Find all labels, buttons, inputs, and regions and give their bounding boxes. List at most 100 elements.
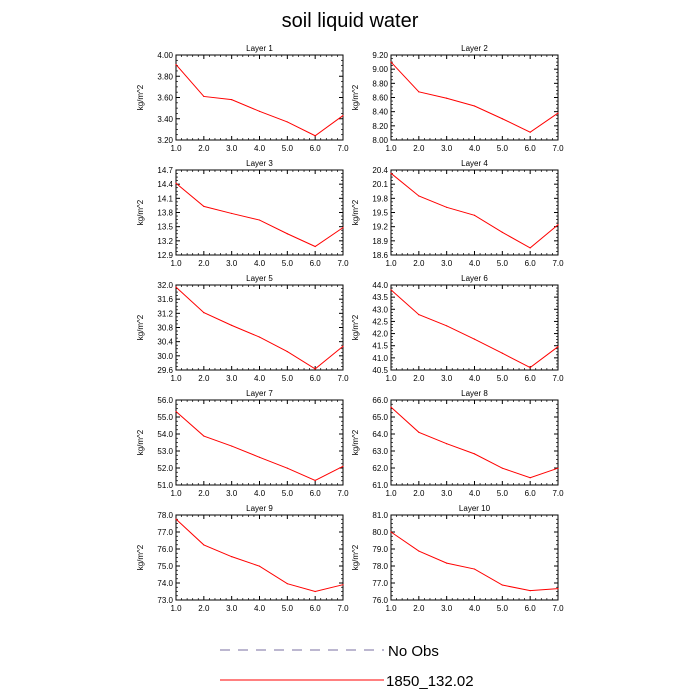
panel-title: Layer 7 bbox=[246, 389, 273, 398]
data-point bbox=[390, 531, 392, 533]
x-tick-label: 5.0 bbox=[497, 259, 509, 268]
y-tick-label: 29.6 bbox=[157, 366, 173, 375]
data-point bbox=[175, 182, 177, 184]
plot-frame bbox=[175, 284, 344, 371]
data-point bbox=[529, 590, 531, 592]
x-tick-label: 3.0 bbox=[226, 489, 238, 498]
panel-title: Layer 5 bbox=[246, 274, 273, 283]
data-point bbox=[314, 368, 316, 370]
data-point bbox=[258, 110, 261, 112]
x-tick-label: 2.0 bbox=[413, 144, 425, 153]
series-line bbox=[390, 61, 559, 133]
y-tick-label: 73.0 bbox=[157, 596, 173, 605]
legend: No Obs 1850_132.02 bbox=[220, 643, 474, 690]
data-point bbox=[175, 63, 177, 66]
plot-frame bbox=[390, 54, 559, 141]
x-tick-label: 4.0 bbox=[469, 489, 481, 498]
y-tick-label: 31.6 bbox=[157, 295, 173, 304]
y-tick-label: 76.0 bbox=[157, 545, 173, 554]
x-tick-label: 6.0 bbox=[525, 489, 537, 498]
plot-frame bbox=[390, 399, 559, 486]
y-tick-label: 13.5 bbox=[157, 223, 173, 232]
series-line bbox=[390, 531, 559, 592]
data-point bbox=[418, 550, 420, 552]
x-tick-label: 5.0 bbox=[282, 489, 294, 498]
y-axis-label: kg/m^2 bbox=[136, 314, 145, 340]
y-tick-label: 78.0 bbox=[372, 562, 388, 571]
data-point bbox=[203, 95, 205, 98]
y-tick-label: 3.20 bbox=[157, 136, 173, 145]
data-point bbox=[446, 97, 448, 99]
data-point bbox=[390, 289, 392, 291]
y-tick-label: 54.0 bbox=[157, 430, 173, 439]
y-tick-label: 53.0 bbox=[157, 447, 173, 456]
data-point bbox=[342, 227, 344, 229]
data-point bbox=[473, 214, 476, 216]
x-tick-label: 5.0 bbox=[282, 259, 294, 268]
y-tick-label: 30.0 bbox=[157, 352, 173, 361]
y-tick-label: 8.40 bbox=[372, 108, 388, 117]
x-tick-label: 2.0 bbox=[198, 604, 210, 613]
x-tick-label: 7.0 bbox=[552, 259, 564, 268]
y-tick-label: 41.5 bbox=[372, 342, 388, 351]
y-tick-label: 30.8 bbox=[157, 324, 173, 333]
x-tick-label: 4.0 bbox=[254, 144, 266, 153]
y-tick-label: 20.4 bbox=[372, 166, 388, 175]
data-point bbox=[203, 312, 205, 314]
x-tick-label: 7.0 bbox=[552, 144, 564, 153]
data-point bbox=[473, 338, 476, 340]
data-point bbox=[342, 114, 344, 117]
y-axis-label: kg/m^2 bbox=[136, 429, 145, 455]
y-tick-label: 65.0 bbox=[372, 413, 388, 422]
data-point bbox=[175, 518, 177, 520]
chart-panel-1: Layer 1 kg/m^2 1.0 2.0 3.0 4.0 5.0 6.0 7.0 3.20 3.… bbox=[136, 44, 349, 153]
data-point bbox=[473, 453, 476, 455]
x-tick-label: 1.0 bbox=[385, 374, 397, 383]
x-tick-label: 3.0 bbox=[441, 604, 453, 613]
x-tick-label: 4.0 bbox=[254, 259, 266, 268]
x-tick-label: 7.0 bbox=[337, 374, 349, 383]
chart-panel-3: Layer 3 kg/m^2 1.0 2.0 3.0 4.0 5.0 6.0 7.0 12.9 13… bbox=[136, 159, 349, 268]
x-tick-label: 2.0 bbox=[413, 489, 425, 498]
x-tick-label: 6.0 bbox=[525, 259, 537, 268]
chart-panel-4: Layer 4 kg/m^2 1.0 2.0 3.0 4.0 5.0 6.0 7.0 18.6 18… bbox=[351, 159, 564, 268]
y-tick-label: 55.0 bbox=[157, 413, 173, 422]
x-tick-label: 3.0 bbox=[441, 489, 453, 498]
y-tick-label: 40.5 bbox=[372, 366, 388, 375]
x-tick-label: 7.0 bbox=[337, 489, 349, 498]
x-tick-label: 1.0 bbox=[170, 144, 182, 153]
series-line bbox=[175, 411, 344, 481]
y-tick-label: 77.0 bbox=[157, 528, 173, 537]
x-tick-label: 4.0 bbox=[469, 144, 481, 153]
x-tick-label: 1.0 bbox=[385, 259, 397, 268]
x-tick-label: 3.0 bbox=[441, 374, 453, 383]
y-tick-label: 14.1 bbox=[157, 194, 173, 203]
data-point bbox=[501, 584, 503, 586]
y-tick-label: 74.0 bbox=[157, 579, 173, 588]
data-point bbox=[501, 467, 503, 469]
data-point bbox=[258, 456, 261, 458]
x-tick-label: 2.0 bbox=[413, 259, 425, 268]
x-tick-label: 1.0 bbox=[385, 604, 397, 613]
x-tick-label: 3.0 bbox=[441, 259, 453, 268]
y-tick-label: 61.0 bbox=[372, 481, 388, 490]
data-point bbox=[175, 410, 177, 413]
chart-panel-2: Layer 2 kg/m^2 1.0 2.0 3.0 4.0 5.0 6.0 7.0 8.00 8.… bbox=[351, 44, 564, 153]
x-tick-label: 6.0 bbox=[310, 144, 322, 153]
data-point bbox=[529, 477, 531, 479]
y-tick-label: 78.0 bbox=[157, 511, 173, 520]
y-tick-label: 42.5 bbox=[372, 317, 388, 326]
data-point bbox=[390, 61, 392, 63]
x-tick-label: 6.0 bbox=[525, 144, 537, 153]
data-point bbox=[286, 467, 288, 469]
panel-title: Layer 10 bbox=[459, 504, 491, 513]
x-tick-label: 7.0 bbox=[552, 374, 564, 383]
data-point bbox=[446, 206, 448, 208]
x-tick-label: 2.0 bbox=[198, 144, 210, 153]
y-tick-label: 77.0 bbox=[372, 579, 388, 588]
plot-frame bbox=[175, 54, 344, 141]
data-point bbox=[390, 406, 392, 408]
data-point bbox=[529, 131, 531, 133]
data-point bbox=[501, 352, 503, 354]
y-tick-label: 43.5 bbox=[372, 293, 388, 302]
